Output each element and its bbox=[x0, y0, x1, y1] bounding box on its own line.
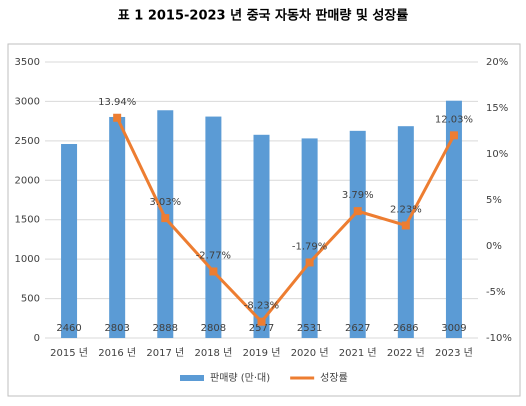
y-tick-label: 3500 bbox=[15, 57, 40, 68]
line-marker bbox=[353, 207, 362, 216]
x-tick-label: 2018 년 bbox=[194, 347, 232, 359]
y-tick-label: 1500 bbox=[15, 215, 40, 226]
line-marker bbox=[257, 317, 266, 326]
bar-value-label: 2460 bbox=[56, 323, 81, 334]
x-tick-label: 2017 년 bbox=[146, 347, 184, 359]
x-tick-label: 2023 년 bbox=[435, 347, 473, 359]
y2-tick-label: 10% bbox=[486, 149, 508, 160]
line-marker bbox=[401, 221, 410, 230]
x-tick-label: 2015 년 bbox=[50, 347, 88, 359]
line-value-label: -2.77% bbox=[196, 250, 231, 261]
bar-value-label: 2686 bbox=[393, 323, 418, 334]
line-value-label: 12.03% bbox=[435, 114, 473, 125]
bar-value-label: 2531 bbox=[297, 323, 322, 334]
y2-tick-label: 0% bbox=[486, 241, 502, 252]
bar-value-label: 2803 bbox=[104, 323, 129, 334]
y-tick-label: 1000 bbox=[15, 254, 40, 265]
y-tick-label: 2000 bbox=[15, 175, 40, 186]
line-marker bbox=[449, 131, 458, 140]
bar bbox=[253, 134, 270, 338]
x-tick-label: 2022 년 bbox=[387, 347, 425, 359]
bar bbox=[349, 130, 366, 338]
bar-value-label: 2577 bbox=[249, 323, 274, 334]
bar bbox=[109, 116, 126, 338]
x-tick-label: 2019 년 bbox=[243, 347, 281, 359]
line-value-label: 3.79% bbox=[342, 190, 374, 201]
y-tick-label: 2500 bbox=[15, 136, 40, 147]
line-value-label: 2.23% bbox=[390, 204, 422, 215]
x-tick-label: 2016 년 bbox=[98, 347, 136, 359]
bar bbox=[157, 110, 174, 338]
bar bbox=[301, 138, 318, 338]
y2-tick-label: -10% bbox=[486, 333, 512, 344]
line-value-label: -1.79% bbox=[292, 241, 327, 252]
line-value-label: -8.23% bbox=[244, 301, 279, 312]
y-tick-label: 3000 bbox=[15, 96, 40, 107]
bar bbox=[61, 144, 78, 338]
bar-value-label: 2808 bbox=[201, 323, 226, 334]
chart-title: 표 1 2015-2023 년 중국 자동차 판매량 및 성장률 bbox=[118, 8, 408, 24]
y2-tick-label: -5% bbox=[486, 287, 505, 298]
line-value-label: 13.94% bbox=[98, 97, 136, 108]
line-marker bbox=[305, 258, 314, 267]
bar bbox=[445, 100, 462, 338]
line-marker bbox=[209, 267, 218, 276]
y-tick-label: 500 bbox=[21, 294, 40, 305]
bar-value-label: 3009 bbox=[441, 323, 466, 334]
y2-tick-label: 15% bbox=[486, 103, 508, 114]
bar bbox=[397, 126, 414, 338]
y2-tick-label: 5% bbox=[486, 195, 502, 206]
bar-value-label: 2888 bbox=[153, 323, 178, 334]
y-tick-label: 0 bbox=[34, 333, 40, 344]
x-tick-label: 2021 년 bbox=[339, 347, 377, 359]
legend-label: 판매량 (만·대) bbox=[210, 372, 270, 384]
chart-frame bbox=[7, 43, 521, 397]
legend-label: 성장률 bbox=[320, 372, 348, 384]
x-tick-label: 2020 년 bbox=[291, 347, 329, 359]
line-marker bbox=[161, 214, 170, 223]
y2-tick-label: 20% bbox=[486, 57, 508, 68]
line bbox=[115, 117, 456, 324]
line-value-label: 3.03% bbox=[149, 197, 181, 208]
bar-value-label: 2627 bbox=[345, 323, 370, 334]
legend-swatch bbox=[180, 375, 204, 381]
bar bbox=[205, 116, 222, 338]
line-marker bbox=[113, 113, 122, 122]
